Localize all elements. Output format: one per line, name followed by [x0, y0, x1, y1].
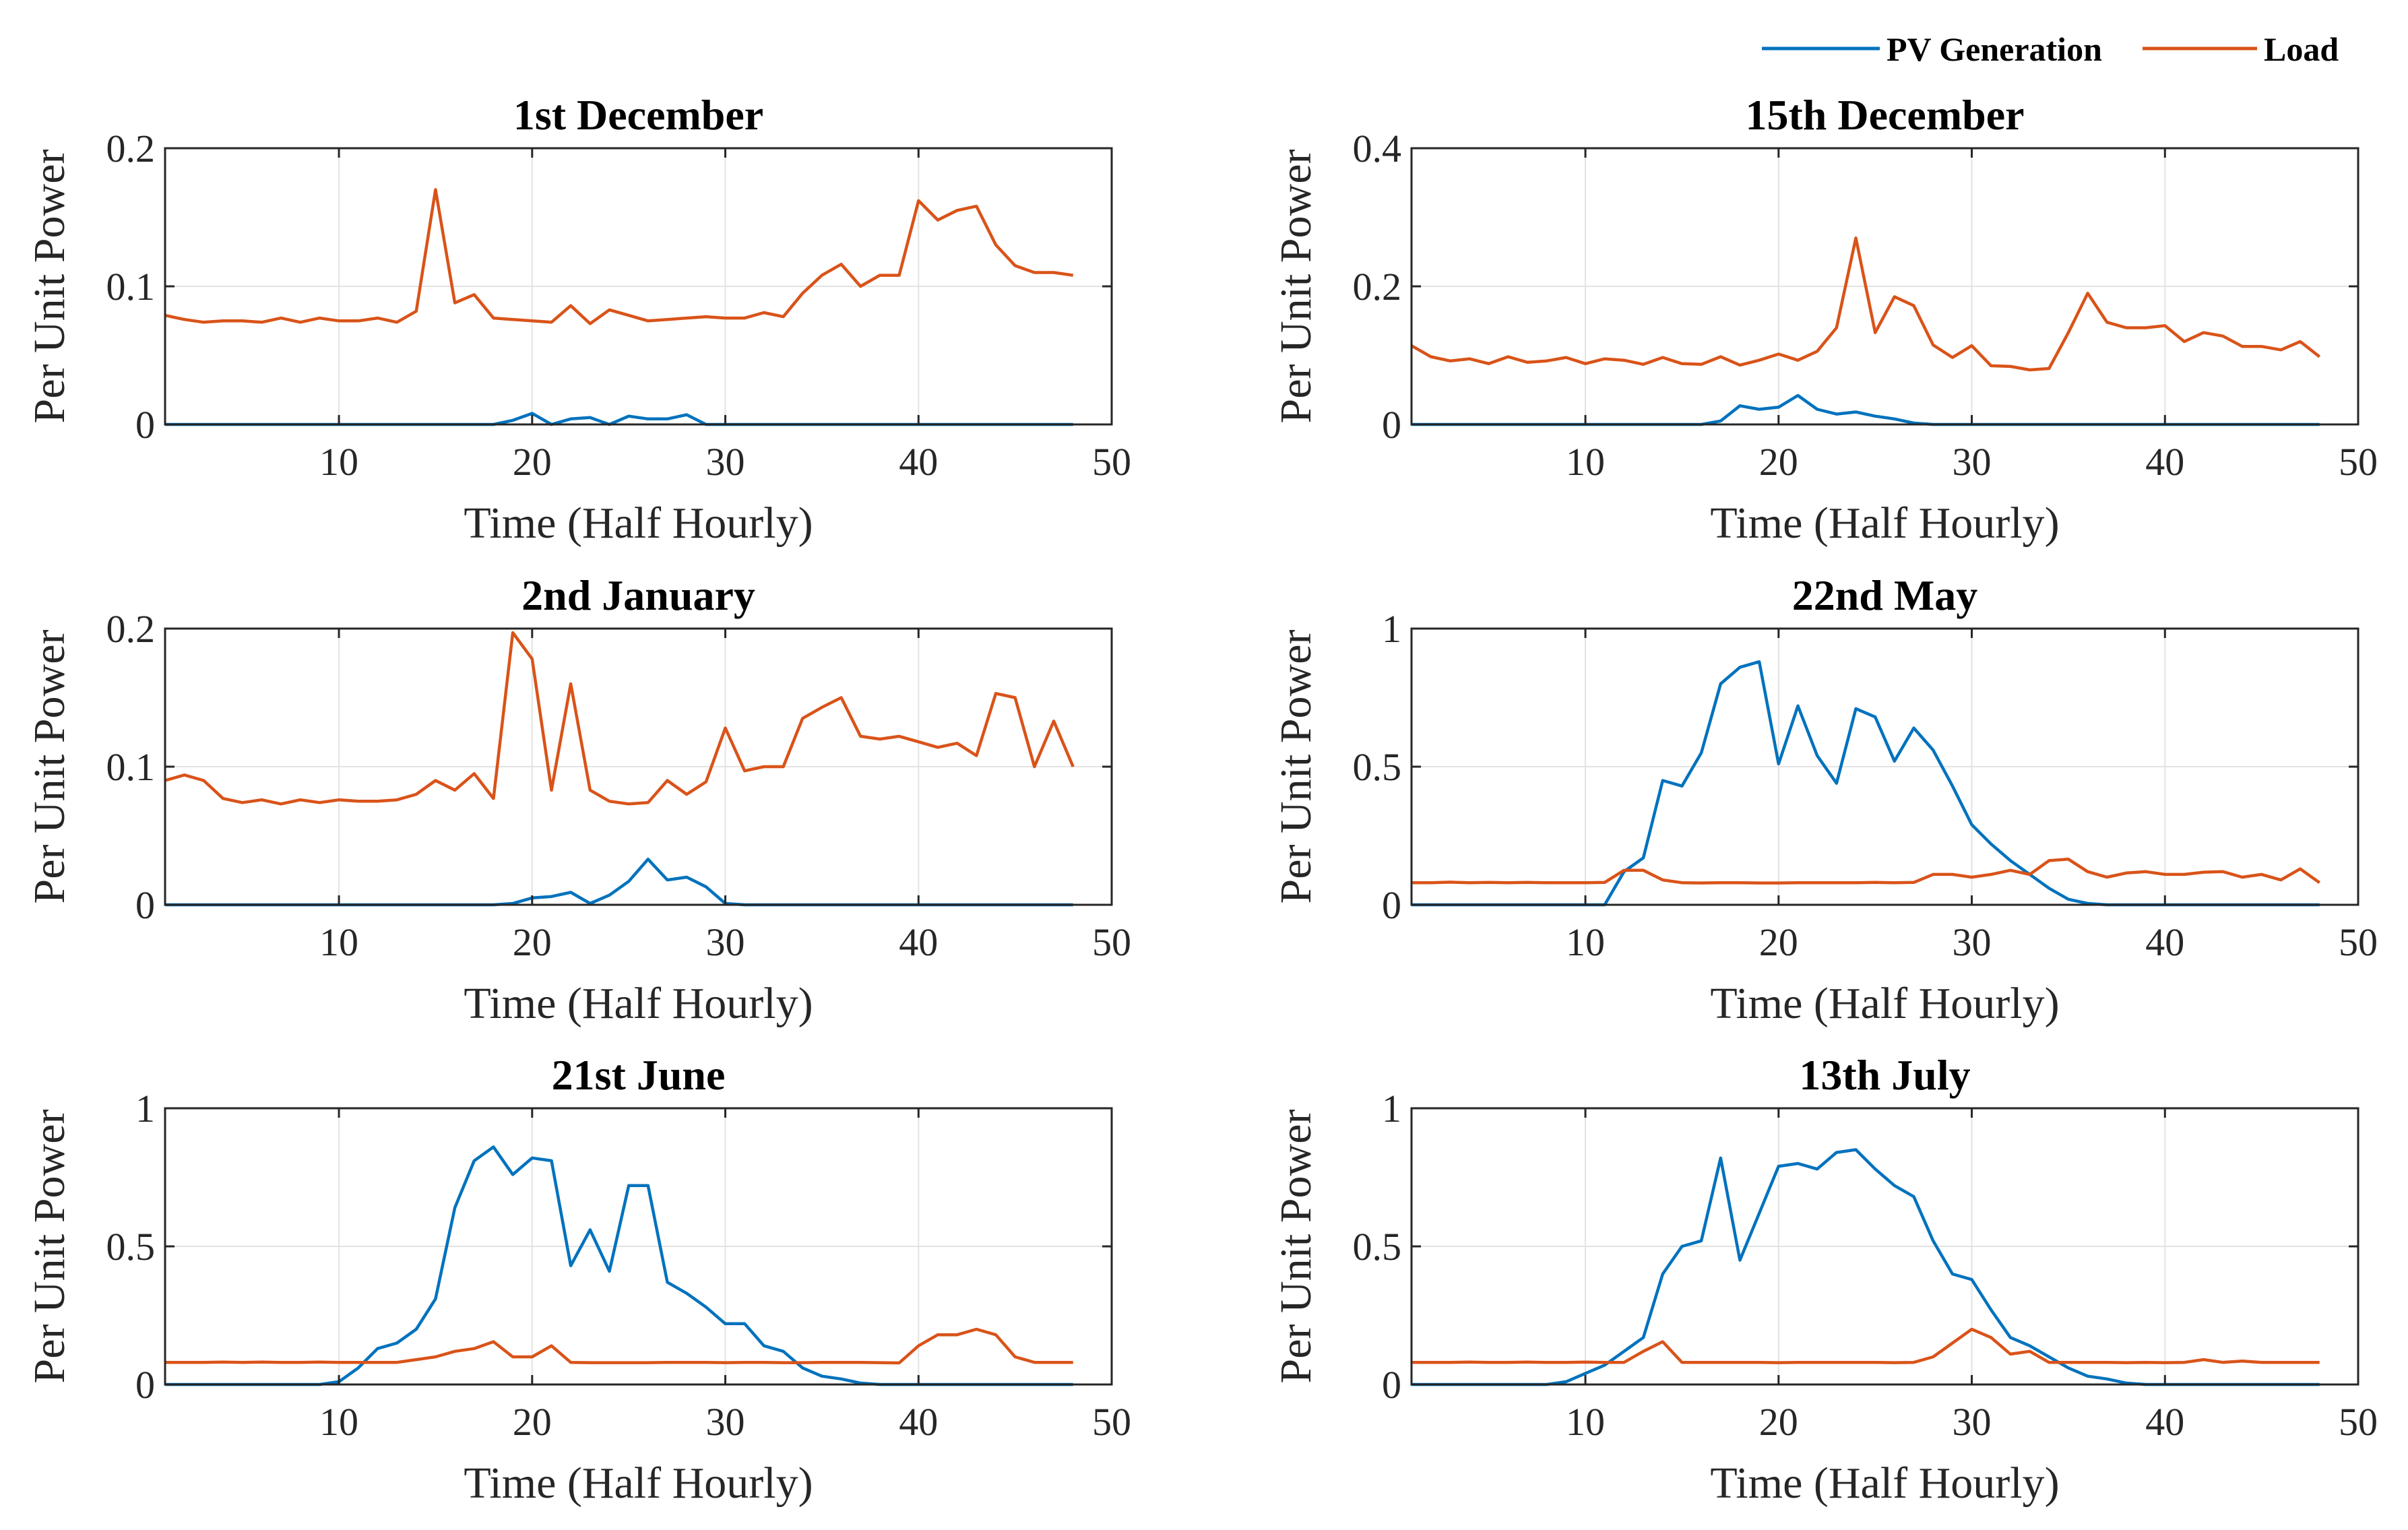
y-tick-label: 0.4 — [1353, 127, 1402, 170]
y-tick-label: 0 — [135, 1363, 155, 1407]
series-line-load — [1412, 858, 2321, 885]
chart-title: 2nd January — [521, 571, 755, 619]
x-tick-label: 20 — [1759, 1400, 1798, 1444]
y-tick-label: 0 — [1382, 883, 1401, 927]
x-tick-label: 20 — [1759, 920, 1798, 964]
chart-title: 21st June — [552, 1051, 726, 1099]
x-tick-label: 50 — [1092, 440, 1131, 484]
x-tick-label: 10 — [319, 440, 358, 484]
chart-panel-1st-december: 10 20 30 40 50 0 0.1 0.2 1st December Time (Half … — [25, 91, 1131, 548]
x-tick-label: 30 — [706, 440, 745, 484]
y-tick-label: 1 — [135, 1087, 155, 1130]
chart-panel-13th-july: 10 20 30 40 50 0 0.5 1 13th July Time (Half Hourl… — [1271, 1051, 2378, 1508]
y-tick-label: 0.2 — [106, 607, 156, 651]
x-tick-label: 10 — [319, 1400, 358, 1444]
y-tick-label: 0.1 — [106, 265, 156, 309]
x-axis-label: Time (Half Hourly) — [1710, 1459, 2059, 1508]
x-tick-label: 50 — [1092, 1400, 1131, 1444]
x-tick-label: 30 — [1953, 920, 1992, 964]
x-tick-label: 30 — [706, 1400, 745, 1444]
y-tick-label: 0 — [135, 883, 155, 927]
y-tick-label: 0.2 — [1353, 265, 1402, 309]
x-tick-label: 10 — [1566, 1400, 1605, 1444]
y-tick-label: 0 — [1382, 403, 1401, 447]
x-tick-label: 10 — [1566, 920, 1605, 964]
y-tick-label: 0 — [135, 403, 155, 447]
x-tick-label: 40 — [899, 440, 938, 484]
x-tick-label: 40 — [2145, 440, 2184, 484]
x-axis-label: Time (Half Hourly) — [464, 499, 813, 548]
x-tick-label: 50 — [2339, 1400, 2378, 1444]
y-axis-label: Per Unit Power — [25, 1110, 74, 1384]
series-line-load — [164, 188, 1074, 325]
x-tick-label: 30 — [1953, 440, 1992, 484]
legend: PV Generation Load — [1762, 30, 2339, 68]
x-tick-label: 30 — [706, 920, 745, 964]
y-tick-label: 0.5 — [1353, 745, 1402, 789]
y-axis-label: Per Unit Power — [25, 150, 74, 424]
x-tick-label: 50 — [1092, 920, 1131, 964]
x-tick-label: 10 — [319, 920, 358, 964]
x-tick-label: 20 — [1759, 440, 1798, 484]
legend-label-load: Load — [2264, 30, 2339, 68]
y-tick-label: 0.2 — [106, 127, 156, 170]
x-tick-label: 10 — [1566, 440, 1605, 484]
x-axis-label: Time (Half Hourly) — [464, 1459, 813, 1508]
x-axis-label: Time (Half Hourly) — [464, 979, 813, 1028]
x-axis-label: Time (Half Hourly) — [1710, 979, 2059, 1028]
series-line-load — [165, 1327, 1073, 1365]
y-tick-label: 0.1 — [106, 745, 156, 789]
y-tick-label: 0.5 — [106, 1225, 156, 1269]
x-tick-label: 20 — [513, 920, 552, 964]
y-tick-label: 1 — [1382, 607, 1401, 651]
x-tick-label: 50 — [2339, 920, 2378, 964]
x-axis-label: Time (Half Hourly) — [1710, 499, 2059, 548]
y-tick-label: 0.5 — [1353, 1225, 1402, 1269]
y-axis-label: Per Unit Power — [1271, 630, 1321, 904]
chart-panel-22nd-may: 10 20 30 40 50 0 0.5 1 22nd May Time (Half Hourly… — [1271, 571, 2378, 1028]
x-tick-label: 40 — [899, 1400, 938, 1444]
legend-label-pv: PV Generation — [1887, 30, 2102, 68]
chart-title: 15th December — [1745, 91, 2024, 139]
chart-title: 22nd May — [1792, 571, 1978, 619]
series-line-load — [1412, 1327, 2320, 1364]
chart-title: 13th July — [1799, 1051, 1970, 1099]
x-tick-label: 40 — [2145, 1400, 2184, 1444]
series-line-load — [1410, 236, 2321, 372]
y-axis-label: Per Unit Power — [1271, 150, 1321, 424]
chart-title: 1st December — [513, 91, 763, 139]
y-tick-label: 1 — [1382, 1087, 1401, 1130]
chart-panel-2nd-january: 10 20 30 40 50 0 0.1 0.2 2nd January Time (Half H… — [25, 571, 1131, 1028]
x-tick-label: 20 — [513, 1400, 552, 1444]
y-tick-label: 0 — [1382, 1363, 1401, 1407]
x-tick-label: 20 — [513, 440, 552, 484]
x-tick-label: 40 — [2145, 920, 2184, 964]
x-tick-label: 30 — [1953, 1400, 1992, 1444]
y-axis-label: Per Unit Power — [25, 630, 74, 904]
chart-panel-21st-june: 10 20 30 40 50 0 0.5 1 21st June Time (Half Hourl… — [25, 1051, 1131, 1508]
chart-panel-15th-december: 10 20 30 40 50 0 0.2 0.4 15th December Time (Half… — [1271, 91, 2378, 548]
x-tick-label: 50 — [2339, 440, 2378, 484]
series-line-load — [164, 631, 1075, 806]
x-tick-label: 40 — [899, 920, 938, 964]
y-axis-label: Per Unit Power — [1271, 1110, 1321, 1384]
